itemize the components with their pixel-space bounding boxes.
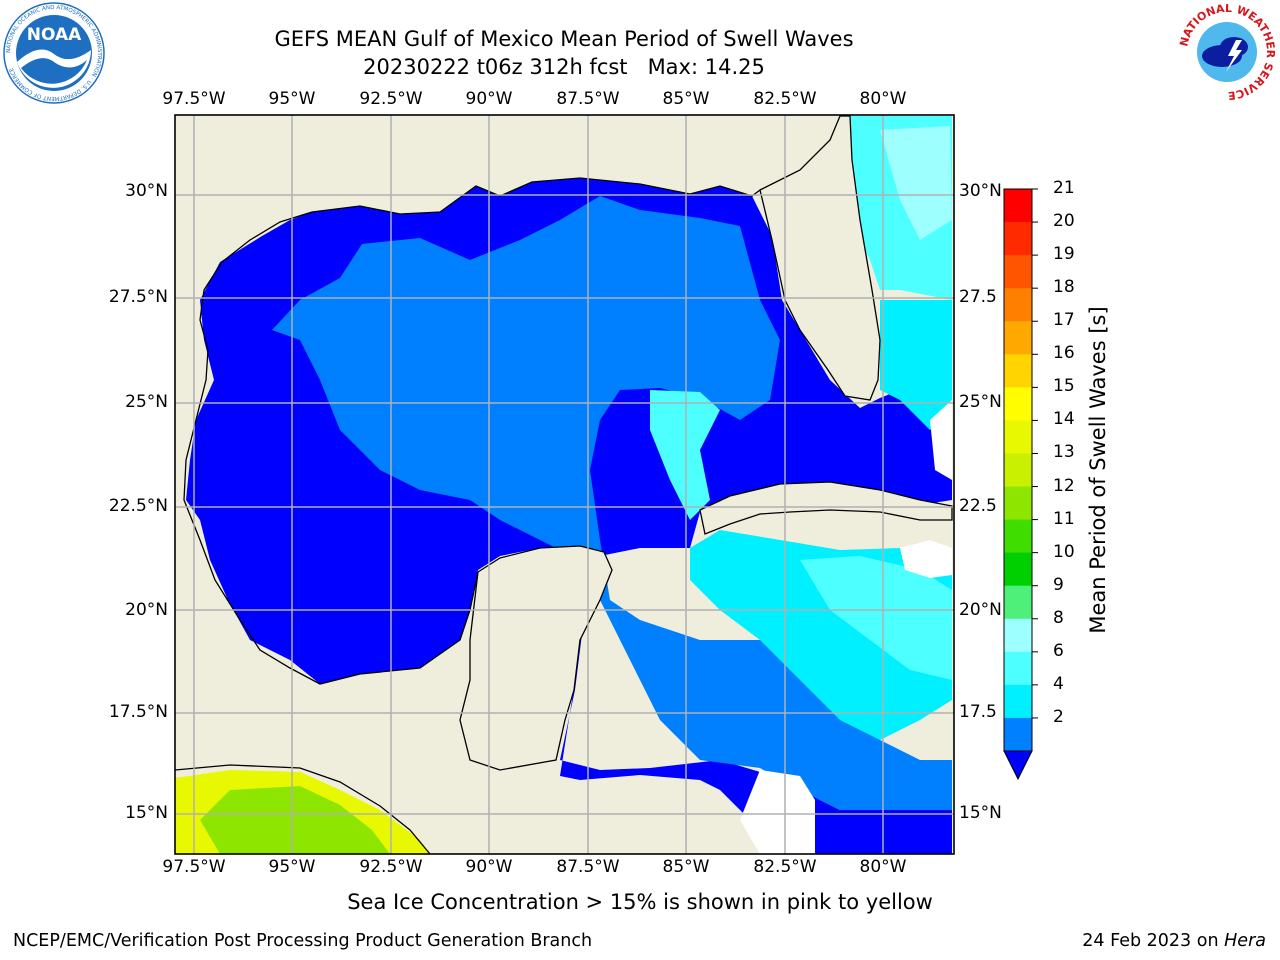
colorbar-label: 17 — [1053, 310, 1075, 331]
colorbar-label: 18 — [1053, 277, 1075, 298]
lat-tick-right: 15°N — [959, 803, 1002, 823]
footer-machine: Hera — [1224, 931, 1266, 951]
colorbar-block — [1004, 255, 1032, 289]
colorbar-block — [1004, 288, 1032, 322]
lat-tick-left: 17.5°N — [108, 702, 168, 722]
colorbar-label: 21 — [1053, 178, 1075, 198]
footer-date-text: 24 Feb 2023 on — [1082, 931, 1219, 951]
lat-tick-left: 25°N — [125, 392, 168, 412]
colorbar-label: 16 — [1053, 343, 1075, 364]
colorbar-block — [1004, 717, 1032, 752]
colorbar-label: 4 — [1053, 673, 1064, 694]
chart-title: GEFS MEAN Gulf of Mexico Mean Period of … — [274, 27, 854, 51]
pacific-swell-green — [200, 786, 390, 854]
colorbar-label: 12 — [1053, 475, 1075, 496]
colorbar-block — [1004, 189, 1032, 223]
cuba-land — [699, 481, 953, 535]
colorbar-block — [1004, 387, 1032, 421]
colorbar-label: 19 — [1053, 244, 1075, 265]
colorbar — [1003, 188, 1038, 781]
lon-tick-bottom: 85°W — [662, 857, 710, 877]
lon-tick-top: 97.5°W — [162, 89, 226, 109]
lon-tick-bottom: 82.5°W — [753, 857, 817, 877]
colorbar-label: 10 — [1053, 541, 1075, 562]
colorbar-title: Mean Period of Swell Waves [s] — [1086, 306, 1110, 634]
colorbar-frame — [1003, 188, 1033, 752]
colorbar-block — [1004, 453, 1032, 488]
sea-ice-note: Sea Ice Concentration > 15% is shown in … — [347, 890, 933, 914]
map-panel — [174, 114, 955, 855]
colorbar-label: 11 — [1053, 508, 1075, 529]
colorbar-label: 20 — [1053, 211, 1075, 232]
graticule — [175, 115, 954, 854]
colorbar-block — [1004, 354, 1032, 388]
bahamas-white — [930, 400, 952, 480]
lon-tick-bottom: 92.5°W — [359, 857, 423, 877]
lat-tick-left: 27.5°N — [108, 287, 168, 307]
lat-tick-right: 27.5 — [959, 287, 997, 307]
lat-tick-right: 20°N — [959, 600, 1002, 620]
atlantic-swell-cyan — [880, 300, 952, 430]
colorbar-label: 14 — [1053, 409, 1075, 430]
mexico-west-coast — [174, 764, 431, 855]
lat-tick-right: 30°N — [959, 181, 1002, 201]
lon-tick-top: 85°W — [662, 89, 710, 109]
nws-logo-icon: NATIONAL WEATHER SERVICE — [1177, 4, 1277, 100]
chart-subtitle: 20230222 t06z 312h fcst Max: 14.25 — [363, 55, 765, 79]
map-frame — [174, 114, 955, 855]
colorbar-label: 9 — [1053, 574, 1064, 595]
colorbar-block — [1004, 486, 1032, 521]
colorbar-block — [1004, 618, 1032, 653]
noaa-logo-icon: NATIONAL OCEANIC AND ATMOSPHERIC ADMINIS… — [3, 2, 105, 104]
colorbar-label: 13 — [1053, 442, 1075, 463]
colorbar-block — [1004, 651, 1032, 686]
lon-tick-top: 95°W — [268, 89, 316, 109]
lat-tick-right: 17.5 — [959, 702, 997, 722]
lat-tick-right: 22.5 — [959, 496, 997, 516]
colorbar-block — [1004, 420, 1032, 454]
colorbar-block — [1004, 684, 1032, 719]
colorbar-label: 6 — [1053, 640, 1064, 661]
lon-tick-bottom: 87.5°W — [556, 857, 620, 877]
gulf-north-coast — [311, 177, 761, 215]
colorbar-block — [1004, 519, 1032, 554]
colorbar-block — [1004, 585, 1032, 620]
lat-tick-left: 15°N — [125, 803, 168, 823]
lat-tick-right: 25°N — [959, 392, 1002, 412]
lon-tick-top: 87.5°W — [556, 89, 620, 109]
florida-land — [759, 115, 881, 401]
lat-tick-left: 30°N — [125, 181, 168, 201]
lon-tick-bottom: 95°W — [268, 857, 316, 877]
lon-tick-bottom: 97.5°W — [162, 857, 226, 877]
gulf-west-coast — [183, 211, 479, 685]
lon-tick-top: 92.5°W — [359, 89, 423, 109]
footer-date: 24 Feb 2023 on Hera — [1082, 931, 1266, 951]
lon-tick-bottom: 90°W — [465, 857, 513, 877]
lon-tick-top: 90°W — [465, 89, 513, 109]
colorbar-block — [1004, 222, 1032, 256]
colorbar-block — [1004, 552, 1032, 587]
colorbar-block — [1004, 321, 1032, 355]
lon-tick-top: 80°W — [859, 89, 907, 109]
colorbar-extend-arrow — [1003, 750, 1033, 781]
colorbar-label: 15 — [1053, 376, 1075, 397]
colorbar-label: 2 — [1053, 706, 1064, 727]
noaa-logo-text: NOAA — [27, 25, 82, 45]
caribbean-swell-pale — [800, 556, 952, 680]
atlantic-swell-pale — [880, 126, 952, 240]
central-america-white — [740, 770, 815, 854]
lon-tick-top: 82.5°W — [753, 89, 817, 109]
lat-tick-left: 20°N — [125, 600, 168, 620]
straits-swell-cyan — [650, 390, 720, 520]
lon-tick-bottom: 80°W — [859, 857, 907, 877]
cuba-east-white — [900, 540, 952, 578]
lat-tick-left: 22.5°N — [108, 496, 168, 516]
colorbar-label: 8 — [1053, 607, 1064, 628]
footer-branch: NCEP/EMC/Verification Post Processing Pr… — [13, 931, 593, 951]
